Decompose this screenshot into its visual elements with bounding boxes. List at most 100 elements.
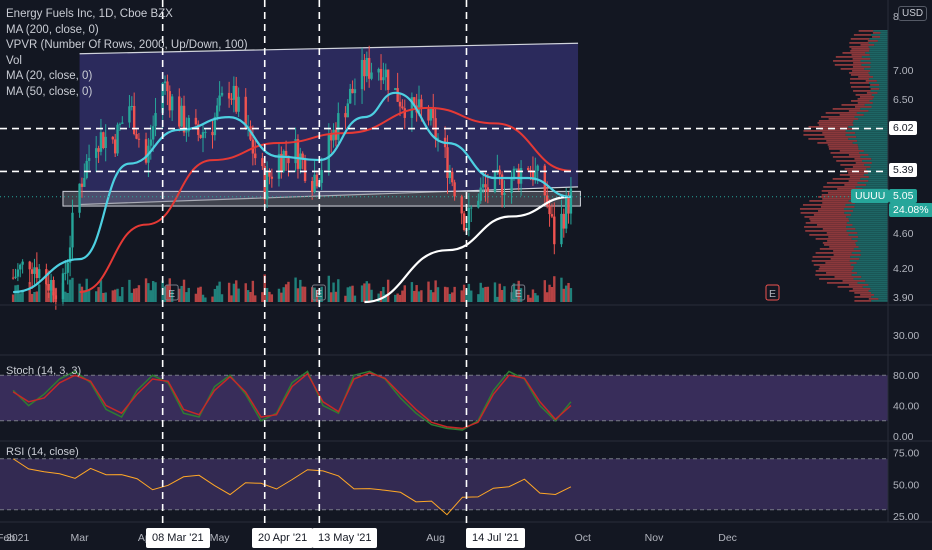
volume-tick-label: 30.00 xyxy=(893,330,919,342)
vpvr-bar-up xyxy=(854,128,888,130)
vpvr-bar-down xyxy=(837,286,863,288)
currency-button[interactable]: USD xyxy=(898,6,928,21)
stoch-tick-label: 40.00 xyxy=(893,401,919,413)
vpvr-bar-down xyxy=(828,148,859,150)
vpvr-bar-down xyxy=(839,150,864,152)
volume-bar xyxy=(481,287,485,302)
candle-body xyxy=(21,261,24,265)
candle-body xyxy=(334,129,338,140)
candle-body xyxy=(379,69,383,81)
vpvr-bar-down xyxy=(821,194,855,196)
volume-bar xyxy=(35,291,39,302)
vpvr-bar-down xyxy=(833,60,861,62)
volume-bar xyxy=(237,288,240,302)
vpvr-bar-up xyxy=(879,88,888,90)
candle-body xyxy=(19,264,22,270)
vpvr-bar-down xyxy=(833,254,861,256)
candle-body xyxy=(113,139,117,154)
level-tag-539: 5.39 xyxy=(889,163,918,177)
vpvr-bar-down xyxy=(827,192,858,194)
volume-bar xyxy=(211,296,214,302)
vpvr-bar-up xyxy=(872,98,888,100)
time-tick-label: 2021 xyxy=(6,532,30,544)
candle-body xyxy=(496,169,499,171)
candle-body xyxy=(564,196,568,229)
vpvr-bar-down xyxy=(825,262,857,264)
rsi-label[interactable]: RSI (14, close) xyxy=(6,446,79,458)
candle-body xyxy=(360,59,364,90)
vpvr-bar-down xyxy=(818,196,854,198)
vpvr-bar-up xyxy=(852,142,888,144)
candle-body xyxy=(149,139,152,146)
candle-body xyxy=(52,279,55,296)
candle-body xyxy=(230,98,233,100)
candle-body xyxy=(78,183,81,213)
volume-bar xyxy=(301,286,304,302)
vpvr-bar-down xyxy=(804,226,847,228)
legend-ma200[interactable]: MA (200, close, 0) xyxy=(6,23,99,36)
candle-body xyxy=(363,59,366,77)
volume-bar xyxy=(477,294,480,302)
legend-vol[interactable]: Vol xyxy=(6,54,22,67)
vpvr-bar-down xyxy=(826,272,858,274)
volume-bar xyxy=(118,296,122,302)
vpvr-bar-up xyxy=(879,84,888,86)
stoch-label[interactable]: Stoch (14, 3, 3) xyxy=(6,365,82,377)
volume-bar xyxy=(282,287,285,302)
vpvr-bar-down xyxy=(813,214,851,216)
legend-ma50[interactable]: MA (50, close, 0) xyxy=(6,85,93,98)
vpvr-bar-down xyxy=(830,258,860,260)
volume-bar xyxy=(351,285,354,302)
candles xyxy=(11,45,573,310)
vpvr-bar-down xyxy=(849,42,869,44)
volume-bar xyxy=(313,287,316,302)
vpvr-bar-up xyxy=(856,136,888,138)
candle-body xyxy=(510,178,513,194)
volume-bar xyxy=(83,290,86,302)
candle-body xyxy=(220,92,224,96)
ma50-line xyxy=(79,106,571,294)
candle-body xyxy=(83,178,86,187)
candle-body xyxy=(344,113,347,118)
candle-body xyxy=(446,147,449,179)
vpvr-bar-up xyxy=(858,236,888,238)
vpvr-bar-down xyxy=(842,52,866,54)
volume-bar xyxy=(562,288,566,302)
candle-body xyxy=(353,89,357,94)
vpvr-bar-down xyxy=(823,186,856,188)
vpvr-bar-up xyxy=(859,258,888,260)
candle-body xyxy=(178,96,181,127)
vpvr-bar-up xyxy=(850,264,888,266)
vpvr-bar-up xyxy=(874,294,888,296)
candle-body xyxy=(453,182,456,197)
time-tick-label: Oct xyxy=(575,532,591,544)
candle-body xyxy=(118,123,122,125)
vpvr-bar-down xyxy=(839,174,864,176)
candle-body xyxy=(315,174,319,187)
vpvr-bar-up xyxy=(873,76,888,78)
volume-bar xyxy=(68,279,72,302)
candle-body xyxy=(254,153,257,159)
legend-vpvr[interactable]: VPVR (Number Of Rows, 2000, Up/Down, 100… xyxy=(6,39,248,51)
volume-bar xyxy=(432,292,435,302)
volume-bar xyxy=(113,289,117,302)
candle-body xyxy=(163,81,167,84)
volume-bar xyxy=(104,292,107,302)
vpvr-bar-up xyxy=(858,146,888,148)
legend-ma20[interactable]: MA (20, close, 0) xyxy=(6,70,93,82)
vpvr-bar-up xyxy=(866,184,888,186)
vpvr-bar-down xyxy=(821,190,855,192)
candle-body xyxy=(282,150,285,172)
candle-body xyxy=(503,193,506,195)
candle-body xyxy=(337,113,340,140)
vpvr-bar-up xyxy=(846,222,888,224)
vpvr-bar-down xyxy=(841,104,865,106)
volume-bar xyxy=(254,295,257,302)
vpvr-bar-down xyxy=(829,246,859,248)
candle-body xyxy=(550,214,554,217)
vpvr-bar-down xyxy=(853,62,871,64)
vpvr-bar-down xyxy=(851,100,870,102)
volume-bar xyxy=(154,282,157,302)
volume-bar xyxy=(386,279,390,302)
candle-body xyxy=(432,108,435,119)
